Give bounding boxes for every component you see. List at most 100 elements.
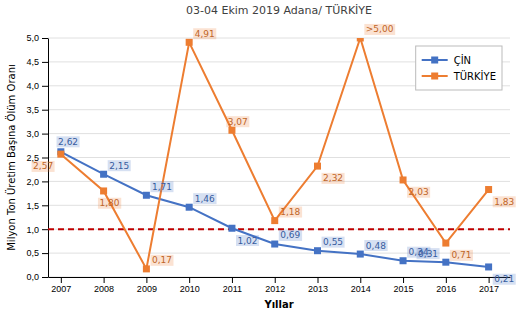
data-label: 2,15 [109,161,129,171]
point [357,38,364,42]
data-label: 0,48 [366,241,386,251]
tick-mark [318,277,319,283]
data-label-group: 0,21 [493,274,516,285]
data-label: 2,57 [33,161,53,171]
tick-label: 2008 [94,284,114,294]
data-label: 1,18 [280,207,300,217]
grid-line [48,38,510,39]
reference-line [48,228,510,230]
tick: 3,5 [26,105,48,115]
data-label-box [450,250,473,261]
data-label-group: 2,32 [322,173,345,184]
legend-marker [431,73,438,80]
point [357,251,364,258]
legend: ÇİNTÜRKİYE [416,46,502,90]
grid-line [48,253,510,254]
data-label-group: >5,00 [364,24,395,35]
tick-mark [42,86,48,87]
point [314,163,321,170]
tick-label: 4,0 [26,81,39,91]
tick: 0,5 [26,248,48,258]
point [314,247,321,254]
tick-label: 4,5 [26,57,39,67]
tick-mark [42,62,48,63]
data-label: 3,07 [228,117,248,127]
data-label-group: 2,03 [407,187,430,198]
tick-label: 2010 [180,284,200,294]
data-label: 0,55 [323,237,343,247]
tick-mark [146,277,147,283]
tick-label: 2007 [51,284,71,294]
y-axis-title: Milyon Ton Üretim Başına Ölüm Oranı [5,64,17,251]
tick-label: 2015 [394,284,414,294]
tick-mark [360,277,361,283]
tick: 1,0 [26,225,48,235]
tick-mark [42,134,48,135]
data-label-group: 2,62 [57,136,80,147]
point [442,259,449,266]
tick-mark [42,158,48,159]
data-label-box [98,198,121,209]
tick-mark [42,253,48,254]
tick-label: 2014 [351,284,371,294]
data-label: 2,03 [409,187,429,197]
grid [48,38,510,277]
point [186,204,193,211]
point [186,39,193,46]
data-label-group: 0,17 [150,255,173,266]
data-labels: 2,622,151,711,461,020,690,550,480,340,31… [32,24,516,285]
tick: 2,0 [26,177,48,187]
data-label: 1,80 [99,198,119,208]
data-label: 4,91 [195,29,215,39]
tick-mark [42,277,48,278]
data-label: 1,83 [494,197,514,207]
point [100,171,107,178]
tick: 2011 [223,277,242,294]
data-label-group: 1,18 [279,207,302,218]
point [271,217,278,224]
tick: 4,0 [26,81,48,91]
data-label-box [322,173,345,184]
data-label-box [322,237,345,248]
data-label: 1,46 [195,194,215,204]
data-label: >5,00 [366,24,394,34]
title: 03-04 Ekim 2019 Adana/ TÜRKİYE [186,4,372,17]
data-label: 0,31 [418,249,438,259]
tick-label: 2017 [479,284,499,294]
point [228,127,235,134]
data-label: 0,21 [494,274,514,284]
grid-line [48,109,510,110]
tick-label: 3,5 [26,105,39,115]
tick: 2010 [180,277,200,294]
y-axis: 0,00,51,01,52,02,53,03,54,04,55,0 [26,33,48,282]
point [228,225,235,232]
data-label: 2,32 [323,173,343,183]
tick-mark [42,110,48,111]
data-label-group: 1,71 [150,181,173,192]
tick-mark [61,277,62,283]
data-label-group: 2,57 [32,161,55,172]
tick: 2014 [351,277,371,294]
data-label-box [108,160,131,171]
data-label: 1,02 [238,236,258,246]
point [57,151,64,158]
tick: 4,5 [26,57,48,67]
data-label-box [364,240,387,251]
data-label-group: 0,55 [322,237,345,248]
tick-mark [42,229,48,230]
data-label-group: 3,07 [226,116,249,127]
tick-label: 2013 [308,284,328,294]
grid-line [48,277,510,278]
point [271,241,278,248]
plot-area: 2007200820092010201120122013201420152016… [26,24,515,294]
data-label-box [417,248,440,259]
tick-label: 2012 [265,284,285,294]
data-label-group: 0,48 [364,240,387,251]
x-axis-title: Yıllar [263,299,293,310]
data-label-group: 2,15 [108,160,131,171]
tick-mark [275,277,276,283]
data-label-group: 1,80 [98,198,121,209]
data-label-box [279,230,302,241]
tick-label: 1,5 [26,201,39,211]
tick-label: 0,0 [26,272,39,282]
